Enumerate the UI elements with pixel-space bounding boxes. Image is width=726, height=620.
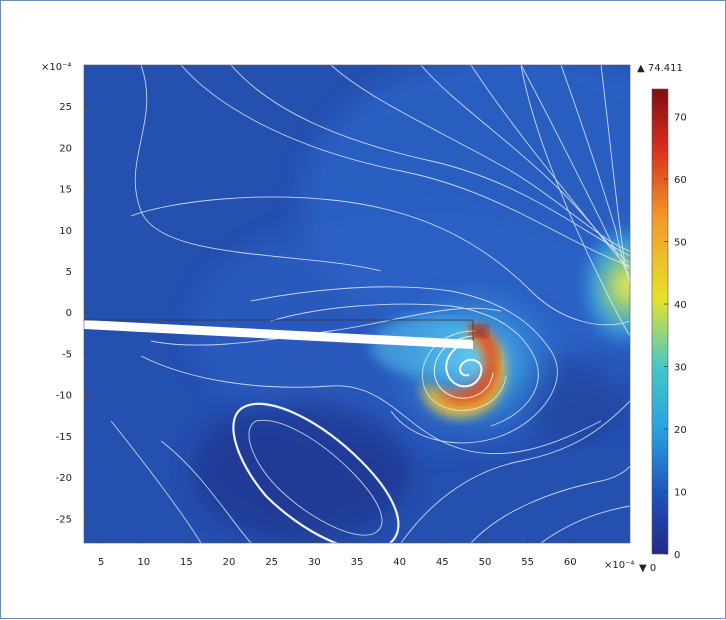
colorbar-ticks: 0 10 20 30 40 50 60 70 xyxy=(664,113,687,561)
x-tick-label: 5 xyxy=(98,557,104,568)
y-tick-label: 10 xyxy=(59,226,72,237)
y-tick-label: -5 xyxy=(62,349,72,360)
plate xyxy=(84,320,473,349)
colorbar-tick-label: 60 xyxy=(674,175,687,186)
colorbar-tick-label: 30 xyxy=(674,363,687,374)
colorbar-min-label: ▼ 0 xyxy=(639,563,656,574)
x-tick-label: 40 xyxy=(393,557,406,568)
y-tick-label: 5 xyxy=(66,267,72,278)
x-exponent-label: ×10⁻⁴ xyxy=(604,560,634,571)
y-tick-label: -10 xyxy=(56,391,72,402)
x-axis: 5 10 15 20 25 30 35 40 45 50 55 60 xyxy=(98,538,577,568)
y-exponent-label: ×10⁻⁴ xyxy=(41,62,71,73)
colorbar-tick-label: 20 xyxy=(674,425,687,436)
colorbar-tick-label: 40 xyxy=(674,300,687,311)
colorbar-tick-label: 70 xyxy=(674,113,687,124)
y-tick-label: 25 xyxy=(59,102,72,113)
y-tick-label: -25 xyxy=(56,514,72,525)
x-tick-label: 55 xyxy=(521,557,534,568)
x-tick-label: 60 xyxy=(564,557,577,568)
colorbar-max-label: ▲ 74.411 xyxy=(637,63,683,74)
y-tick-label: -15 xyxy=(56,432,72,443)
colorbar xyxy=(651,88,669,555)
streamlines xyxy=(110,65,630,543)
x-tick-label: 50 xyxy=(479,557,492,568)
colorbar-tick-label: 50 xyxy=(674,238,687,249)
closed-streamline-loop xyxy=(232,402,400,543)
x-tick-label: 10 xyxy=(137,557,150,568)
colorbar-tick-label: 0 xyxy=(674,550,680,561)
y-tick-label: 15 xyxy=(59,185,72,196)
field-layer xyxy=(84,65,630,543)
x-tick-label: 25 xyxy=(265,557,278,568)
vortex-red xyxy=(443,325,496,400)
x-tick-label: 30 xyxy=(308,557,321,568)
y-tick-label: 0 xyxy=(66,308,72,319)
x-tick-label: 15 xyxy=(180,557,193,568)
x-tick-label: 45 xyxy=(436,557,449,568)
y-tick-label: 20 xyxy=(59,143,72,154)
colorbar-tick-label: 10 xyxy=(674,488,687,499)
x-tick-label: 35 xyxy=(351,557,364,568)
y-axis: 25 20 15 10 5 0 -5 -10 -15 -20 -25 xyxy=(56,102,89,525)
y-tick-label: -20 xyxy=(56,473,72,484)
x-tick-label: 20 xyxy=(223,557,236,568)
